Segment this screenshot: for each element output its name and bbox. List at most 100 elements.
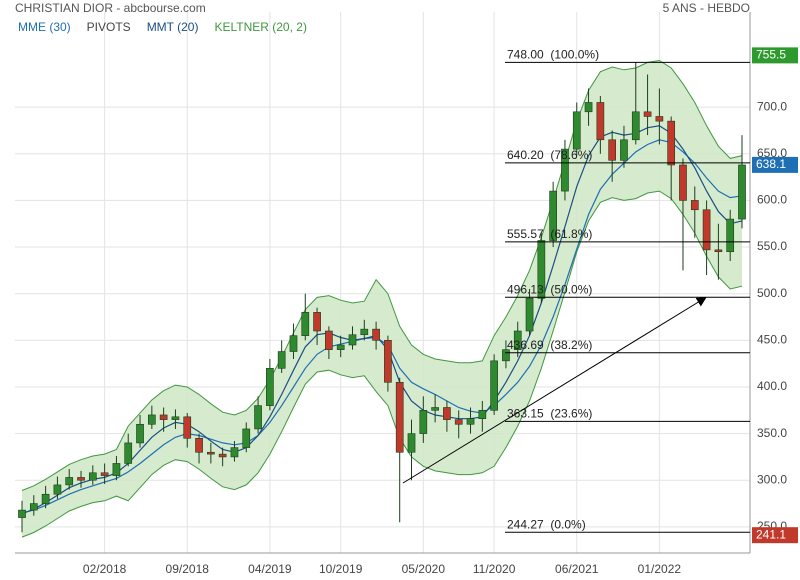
candle-body [18, 509, 26, 518]
x-tick-label: 01/2022 [638, 562, 682, 576]
candle-body [643, 111, 652, 117]
candle-body [289, 335, 298, 352]
x-tick-label: 04/2019 [248, 562, 292, 576]
y-tick-label: 700.0 [757, 99, 787, 113]
candle-body [466, 418, 475, 425]
candle-body [620, 139, 628, 161]
candle-body [65, 477, 74, 486]
candle-body [679, 164, 687, 201]
candle-body [537, 240, 546, 299]
candle-body [136, 423, 144, 444]
candle-body [502, 349, 510, 362]
legend-item: MME (30) [18, 20, 71, 34]
candle-body [655, 116, 664, 122]
candle-body [266, 368, 274, 406]
candle-body [419, 409, 428, 434]
candle-body [584, 102, 593, 113]
candle-body [572, 111, 581, 150]
candle-body [608, 139, 617, 161]
candle-body [431, 407, 439, 411]
candle-body [549, 190, 557, 241]
candle-body [372, 328, 380, 341]
fib-label: 363.15 (23.6%) [507, 407, 592, 421]
candle-body [726, 218, 735, 253]
candle-body [490, 360, 498, 411]
candle-body [325, 330, 333, 350]
y-tick-label: 450.0 [757, 333, 787, 347]
candle-body [77, 477, 85, 481]
y-tick-label: 350.0 [757, 426, 787, 440]
candle-body [336, 344, 345, 350]
x-tick-label: 10/2019 [319, 562, 363, 576]
candle-body [454, 419, 463, 425]
x-tick-label: 02/2018 [83, 562, 127, 576]
price-tag [752, 527, 798, 544]
candle-body [525, 298, 534, 332]
fib-label: 496.13 (50.0%) [507, 282, 592, 296]
candle-body [218, 453, 227, 458]
ma-line [21, 125, 743, 515]
trend-line [402, 296, 707, 484]
x-tick-label: 11/2020 [473, 562, 516, 576]
y-tick-label: 550.0 [757, 239, 787, 253]
chart-title: CHRISTIAN DIOR - abcbourse.com [15, 1, 206, 15]
candle-body [702, 209, 711, 251]
candle-body [561, 148, 569, 192]
candle-body [667, 120, 676, 166]
y-tick-label: 300.0 [757, 472, 787, 486]
candle-body [631, 111, 640, 141]
candle-body [443, 407, 451, 420]
x-tick-label: 05/2020 [402, 562, 446, 576]
price-tag-label: 755.5 [756, 48, 786, 62]
chart-subtitle: 5 ANS - HEBDO [663, 1, 750, 15]
candle-body [29, 503, 38, 511]
candle-body [313, 312, 321, 332]
candle-body [147, 414, 156, 425]
candle-body [100, 472, 109, 476]
candle-body [112, 463, 121, 476]
y-tick-label: 400.0 [757, 379, 787, 393]
legend-item: PIVOTS [87, 20, 131, 34]
candle-body [301, 312, 310, 336]
candle-body [195, 437, 203, 453]
candle-body [714, 249, 723, 253]
candle-body [690, 200, 699, 211]
candle-body [254, 405, 262, 430]
candle-body [277, 351, 286, 369]
y-tick-label: 600.0 [757, 193, 787, 207]
candle-body [384, 340, 392, 383]
candle-body [407, 433, 416, 453]
legend-item: KELTNER (20, 2) [214, 20, 306, 34]
candle-body [171, 416, 180, 420]
ma-line [21, 139, 743, 514]
price-tag-label: 241.1 [756, 527, 786, 541]
candle-body [242, 428, 251, 448]
candle-body [41, 493, 50, 504]
fib-label: 555.57 (61.8%) [507, 227, 592, 241]
band-upper [21, 59, 743, 491]
legend-item: MMT (20) [147, 20, 199, 34]
candle-body [596, 102, 605, 141]
candle-body [207, 451, 215, 455]
candle-body [478, 409, 487, 419]
fib-label: 640.20 (78.6%) [507, 148, 592, 162]
candle-body [738, 164, 746, 220]
price-tag [752, 47, 798, 64]
candle-body [124, 442, 133, 464]
candle-body [360, 328, 369, 336]
y-tick-label: 500.0 [757, 286, 787, 300]
candle-body [230, 447, 239, 458]
y-tick-label: 650.0 [757, 146, 787, 160]
price-tag-label: 638.1 [756, 157, 786, 171]
candle-body [159, 414, 168, 420]
candle-body [88, 472, 97, 481]
fib-label: 436.69 (38.2%) [507, 338, 592, 352]
candle-body [395, 382, 404, 453]
candle-body [348, 334, 357, 346]
price-tag [752, 156, 798, 173]
plot: 250.0300.0350.0400.0450.0500.0550.0600.0… [15, 12, 798, 576]
fib-label: 244.27 (0.0%) [507, 517, 586, 531]
candle-body [513, 330, 522, 350]
candle-body [53, 484, 62, 495]
